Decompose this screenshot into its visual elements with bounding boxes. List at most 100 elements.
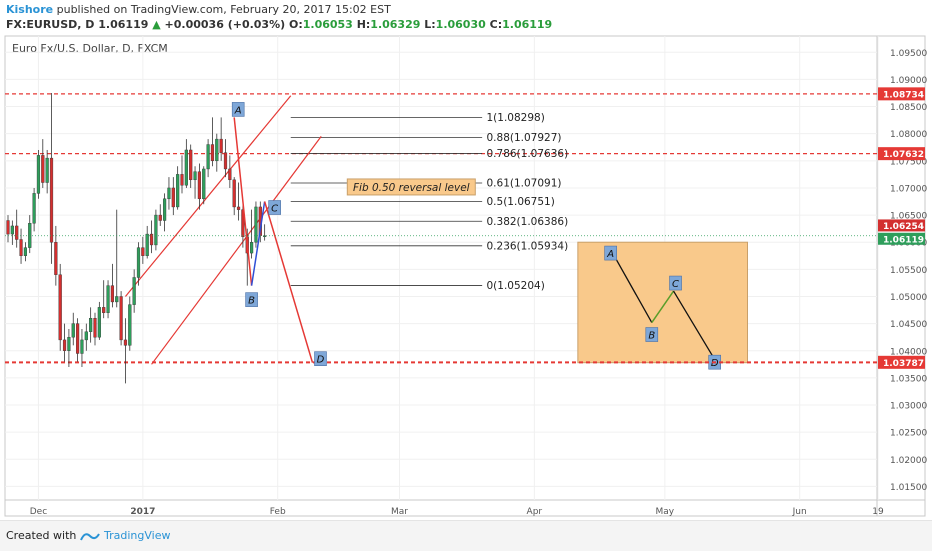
pattern-label-d: D bbox=[317, 355, 325, 366]
price-change: +0.00036 (+0.03%) bbox=[164, 18, 286, 31]
price-tag-label: 1.06119 bbox=[883, 235, 924, 245]
fib-label: 0.382(1.06386) bbox=[487, 216, 569, 228]
candle-body bbox=[249, 242, 254, 254]
tradingview-brand-link[interactable]: TradingView bbox=[104, 529, 171, 542]
chart-header: Kishore published on TradingView.com, Fe… bbox=[0, 0, 932, 34]
fib-label: 0.88(1.07927) bbox=[487, 132, 562, 144]
candle-body bbox=[71, 323, 75, 338]
price-tick-label: 1.08000 bbox=[890, 130, 927, 140]
price-tick-label: 1.09500 bbox=[890, 49, 927, 59]
price-tick-label: 1.02500 bbox=[890, 429, 927, 439]
price-tick-label: 1.04500 bbox=[890, 320, 927, 330]
candle-body bbox=[232, 179, 236, 208]
candle-body bbox=[62, 339, 67, 351]
high-label: H: bbox=[356, 18, 371, 31]
candle-body bbox=[180, 174, 184, 186]
close-value: 1.06119 bbox=[502, 18, 553, 31]
candle-body bbox=[123, 339, 128, 346]
candle-body bbox=[184, 149, 188, 186]
candle-body bbox=[93, 317, 97, 338]
candle-body bbox=[145, 233, 149, 256]
schematic-label-c: C bbox=[672, 279, 679, 290]
candle-body bbox=[15, 225, 19, 240]
author-name[interactable]: Kishore bbox=[6, 3, 54, 16]
time-tick-label: Apr bbox=[527, 507, 543, 517]
time-tick-label: Dec bbox=[30, 507, 47, 517]
open-value: 1.06053 bbox=[302, 18, 353, 31]
price-tick-label: 1.03000 bbox=[890, 402, 927, 412]
tradingview-logo-icon bbox=[80, 533, 100, 541]
price-tick-label: 1.02000 bbox=[890, 456, 927, 466]
schematic-label-a-box bbox=[604, 245, 617, 261]
price-tick-label: 1.05500 bbox=[890, 266, 927, 276]
schematic-label-c-box bbox=[669, 275, 682, 291]
candle-body bbox=[206, 144, 210, 170]
annotation-text: Fib 0.50 reversal level bbox=[353, 182, 470, 194]
time-tick-label: 19 bbox=[872, 507, 884, 517]
candle-body bbox=[41, 155, 45, 183]
candle-body bbox=[263, 235, 267, 237]
candle-body bbox=[228, 168, 232, 181]
candle-body bbox=[110, 285, 114, 303]
fib-label: 1(1.08298) bbox=[487, 112, 545, 124]
candles bbox=[6, 92, 267, 384]
pattern-label-a-box bbox=[231, 102, 245, 117]
symbol-info: FX:EURUSD, D 1.06119 ▲ +0.00036 (+0.03%)… bbox=[6, 18, 552, 31]
level-tag-label: 1.07632 bbox=[883, 150, 924, 160]
candle-body bbox=[49, 157, 54, 243]
candle-body bbox=[84, 331, 88, 341]
candle-body bbox=[210, 144, 215, 162]
price-chart[interactable]: Euro Fx/U.S. Dollar, D, FXCM 1.095001.09… bbox=[0, 0, 932, 520]
candle-body bbox=[219, 138, 223, 153]
price-tick-label: 1.04000 bbox=[890, 347, 927, 357]
low-label: L: bbox=[424, 18, 436, 31]
candle-body bbox=[89, 317, 93, 332]
fibonacci-retracement[interactable]: 1(1.08298) 0.88(1.07927) 0.786(1.07636) 0.6… bbox=[290, 112, 569, 292]
open-label: O: bbox=[288, 18, 303, 31]
level-tag bbox=[878, 87, 925, 101]
candle-body bbox=[106, 285, 110, 313]
price-axis: 1.09500 1.09000 1.08500 1.08000 1.07500 1.070… bbox=[890, 49, 927, 493]
channel-upper bbox=[124, 95, 292, 297]
abcd-pattern[interactable]: A B C D bbox=[231, 102, 327, 366]
channel-lower bbox=[151, 136, 322, 365]
time-tick-label: May bbox=[656, 507, 675, 517]
created-with-text: Created with bbox=[6, 529, 77, 542]
fib-label: 0.236(1.05934) bbox=[487, 240, 569, 252]
candle-body bbox=[215, 138, 219, 162]
level-tag-label: 1.08734 bbox=[883, 90, 924, 100]
annotation-box bbox=[346, 178, 476, 196]
pattern-label-d-box bbox=[314, 351, 327, 366]
schematic-leg-cd bbox=[672, 290, 714, 357]
candle-body bbox=[6, 220, 10, 235]
fib-label: 0.786(1.07636) bbox=[487, 148, 569, 160]
candle-body bbox=[223, 152, 228, 170]
footer: Created with TradingView bbox=[0, 520, 932, 551]
time-tick-label: 2017 bbox=[130, 507, 155, 517]
candle-body bbox=[241, 209, 245, 237]
up-arrow-icon: ▲ bbox=[152, 18, 161, 31]
candle-body bbox=[236, 206, 241, 210]
candle-body bbox=[97, 307, 101, 338]
candle-body bbox=[197, 171, 201, 200]
candle-body bbox=[132, 277, 136, 305]
schematic-label-b: B bbox=[648, 331, 655, 342]
pattern-leg-cd bbox=[263, 201, 314, 363]
pattern-leg-bc bbox=[250, 201, 266, 286]
pattern-label-b: B bbox=[248, 296, 255, 307]
price-tick-label: 1.06500 bbox=[890, 212, 927, 222]
published-text: published on TradingView.com, February 2… bbox=[56, 3, 391, 16]
schematic-background bbox=[577, 241, 748, 364]
pattern-label-c-box bbox=[268, 200, 281, 215]
price-tick-label: 1.03500 bbox=[890, 374, 927, 384]
candle-body bbox=[154, 214, 158, 246]
candle-body bbox=[176, 174, 180, 208]
ascending-channel[interactable] bbox=[124, 95, 322, 365]
time-axis: Dec 2017 Feb Mar Apr May Jun 19 bbox=[30, 507, 884, 517]
chart-title: Euro Fx/U.S. Dollar, D, FXCM bbox=[12, 42, 168, 55]
candle-body bbox=[67, 336, 71, 351]
candle-body bbox=[75, 323, 80, 354]
price-tick-label: 1.01500 bbox=[890, 483, 927, 493]
level-tag-label: 1.03787 bbox=[883, 359, 924, 369]
fib-label: 0(1.05204) bbox=[487, 280, 545, 292]
